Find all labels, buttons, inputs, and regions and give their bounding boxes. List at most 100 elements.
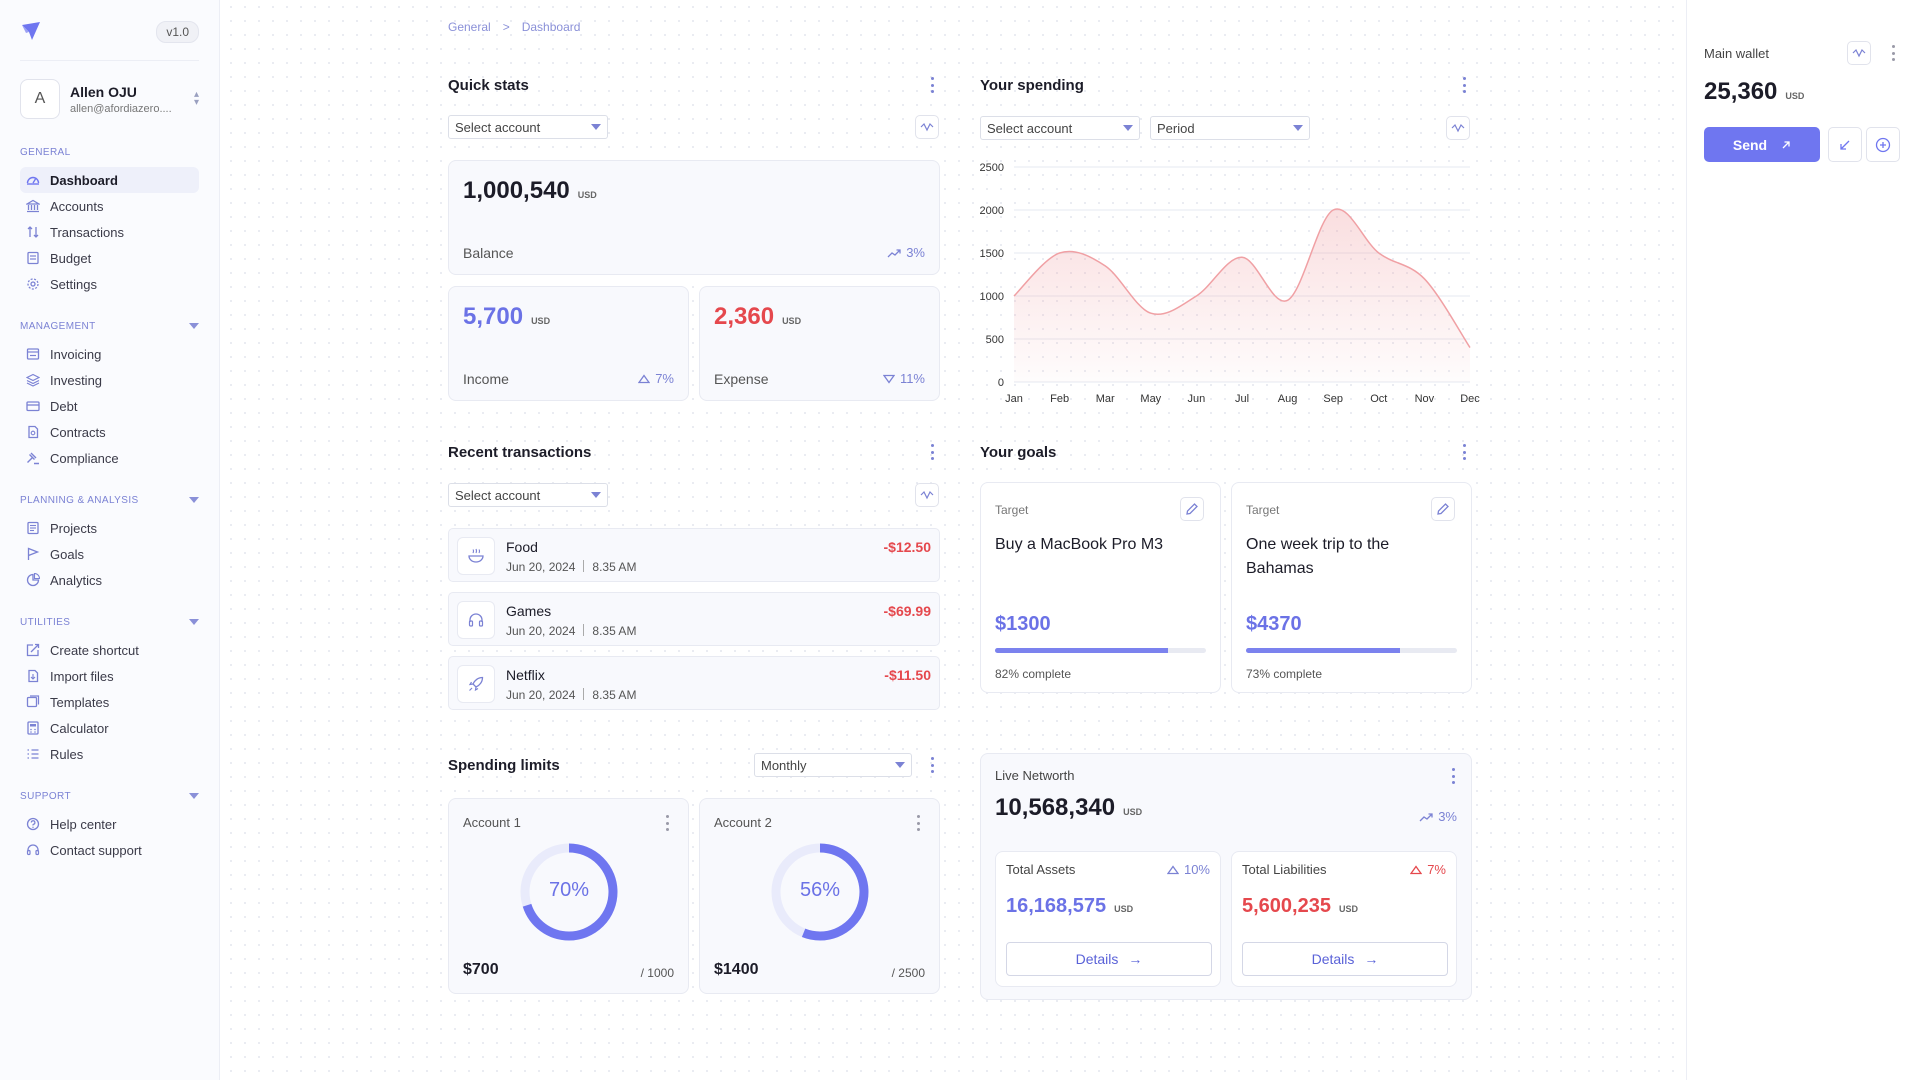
arrow-right-icon: → — [1364, 951, 1379, 967]
spending-period-select[interactable]: Period — [1150, 116, 1310, 140]
filter-icon — [1852, 48, 1866, 58]
caret-down-icon[interactable] — [189, 793, 199, 799]
transaction-amount: -$12.50 — [883, 539, 931, 555]
add-funds-button[interactable] — [1866, 127, 1900, 162]
transaction-row[interactable]: Games Jun 20, 2024 8.35 AM -$69.99 — [448, 592, 940, 646]
edit-goal-button[interactable] — [1431, 497, 1455, 521]
sidebar-header: v1.0 — [20, 20, 199, 44]
nav-heading: UTILITIES — [20, 616, 71, 628]
quick-stats-filter-button[interactable] — [915, 115, 939, 139]
layers-icon — [26, 373, 40, 387]
headset-icon — [26, 843, 40, 857]
user-switcher[interactable]: A Allen OJU allen@afordiazero.... ▴ ▾ — [20, 79, 199, 119]
caret-down-icon[interactable] — [189, 497, 199, 503]
send-button[interactable]: Send — [1704, 127, 1820, 162]
sidebar-item-invoicing[interactable]: Invoicing — [20, 341, 199, 367]
nav-section-support: SUPPORT Help center Contact support — [20, 789, 199, 863]
caret-down-icon[interactable] — [189, 323, 199, 329]
receive-button[interactable] — [1828, 127, 1862, 162]
sidebar-item-projects[interactable]: Projects — [20, 515, 199, 541]
limit-card-menu-icon[interactable] — [664, 815, 670, 831]
sidebar-item-debt[interactable]: Debt — [20, 393, 199, 419]
chevron-up-down-icon[interactable]: ▴ ▾ — [193, 89, 199, 108]
sidebar-item-label: Investing — [50, 372, 103, 388]
sidebar-item-import-files[interactable]: Import files — [20, 663, 199, 689]
y-tick-label: 2500 — [980, 162, 1004, 174]
spending-menu-icon[interactable] — [1461, 77, 1467, 93]
sidebar-item-label: Templates — [50, 694, 110, 710]
sidebar-item-compliance[interactable]: Compliance — [20, 445, 199, 471]
recent-transactions-title: Recent transactions — [448, 444, 592, 461]
balance-label: Balance — [463, 245, 514, 261]
sidebar-item-label: Calculator — [50, 720, 109, 736]
x-tick-label: Jan — [1005, 393, 1023, 405]
spending-limits-title: Spending limits — [448, 757, 560, 774]
sidebar-item-rules[interactable]: Rules — [20, 741, 199, 767]
spending-filter-button[interactable] — [1446, 116, 1470, 140]
sidebar-item-transactions[interactable]: Transactions — [20, 219, 199, 245]
donut-fill — [520, 843, 618, 941]
x-tick-label: Jul — [1235, 393, 1249, 405]
sidebar-item-label: Goals — [50, 546, 84, 562]
logo-icon[interactable] — [20, 21, 42, 44]
pencil-icon — [1186, 503, 1198, 515]
sidebar-item-budget[interactable]: Budget — [20, 245, 199, 271]
sidebar-item-goals[interactable]: Goals — [20, 541, 199, 567]
x-tick-label: Dec — [1460, 393, 1480, 405]
sidebar-item-contracts[interactable]: Contracts — [20, 419, 199, 445]
transaction-date: Jun 20, 2024 — [506, 624, 576, 638]
expense-label: Expense — [714, 371, 769, 387]
sidebar-item-analytics[interactable]: Analytics — [20, 567, 199, 593]
recent-transactions-menu-icon[interactable] — [929, 444, 935, 460]
filter-icon — [920, 490, 934, 500]
spending-account-select[interactable]: Select account — [980, 116, 1140, 140]
arrow-right-icon: → — [1128, 951, 1143, 967]
breadcrumb-dashboard[interactable]: Dashboard — [521, 20, 581, 34]
sidebar-item-help-center[interactable]: Help center — [20, 811, 199, 837]
sidebar-item-contact-support[interactable]: Contact support — [20, 837, 199, 863]
spending-limits-menu-icon[interactable] — [929, 757, 935, 773]
gavel-icon — [26, 451, 40, 465]
sidebar-item-templates[interactable]: Templates — [20, 689, 199, 715]
balance-trend: 3% — [887, 245, 925, 260]
goals-menu-icon[interactable] — [1461, 444, 1467, 460]
sidebar-item-dashboard[interactable]: Dashboard — [20, 167, 199, 193]
nav-heading: GENERAL — [20, 146, 71, 158]
recent-account-select[interactable]: Select account — [448, 483, 608, 507]
sidebar-item-investing[interactable]: Investing — [20, 367, 199, 393]
transaction-amount: -$11.50 — [884, 667, 931, 683]
wallet-filter-button[interactable] — [1847, 41, 1871, 65]
wallet-menu-icon[interactable] — [1890, 45, 1896, 61]
caret-down-icon[interactable] — [189, 619, 199, 625]
sidebar-item-settings[interactable]: Settings — [20, 271, 199, 297]
contract-icon — [26, 425, 40, 439]
limits-period-select[interactable]: Monthly — [754, 753, 912, 777]
transaction-row[interactable]: Netflix Jun 20, 2024 8.35 AM -$11.50 — [448, 656, 940, 710]
transaction-row[interactable]: Food Jun 20, 2024 8.35 AM -$12.50 — [448, 528, 940, 582]
sidebar-item-label: Import files — [50, 668, 114, 684]
goal-card[interactable]: Target One week trip to the Bahamas $437… — [1231, 482, 1472, 693]
sidebar-item-create-shortcut[interactable]: Create shortcut — [20, 637, 199, 663]
sidebar-item-label: Transactions — [50, 224, 124, 240]
networth-menu-icon[interactable] — [1450, 768, 1456, 784]
income-card: 5,700 USD Income 7% — [448, 286, 689, 401]
sidebar-item-calculator[interactable]: Calculator — [20, 715, 199, 741]
liabilities-details-button[interactable]: Details → — [1242, 942, 1448, 976]
sidebar-item-accounts[interactable]: Accounts — [20, 193, 199, 219]
transaction-name: Netflix — [506, 667, 545, 683]
sidebar-item-label: Accounts — [50, 198, 104, 214]
quick-stats-menu-icon[interactable] — [929, 77, 935, 93]
goal-card[interactable]: Target Buy a MacBook Pro M3 $1300 82% co… — [980, 482, 1221, 693]
breadcrumb-general[interactable]: General — [448, 20, 491, 34]
recent-filter-button[interactable] — [915, 483, 939, 507]
filter-icon — [920, 122, 934, 132]
sidebar-item-label: Budget — [50, 250, 92, 266]
assets-details-button[interactable]: Details → — [1006, 942, 1212, 976]
edit-goal-button[interactable] — [1180, 497, 1204, 521]
nav-section-general: GENERAL Dashboard Accounts Transactions … — [20, 145, 199, 297]
donut-fill — [771, 843, 869, 941]
quick-stats-account-select[interactable]: Select account — [448, 115, 608, 139]
income-label: Income — [463, 371, 509, 387]
total-liabilities-label: Total Liabilities — [1242, 862, 1327, 877]
limit-card-menu-icon[interactable] — [915, 815, 921, 831]
